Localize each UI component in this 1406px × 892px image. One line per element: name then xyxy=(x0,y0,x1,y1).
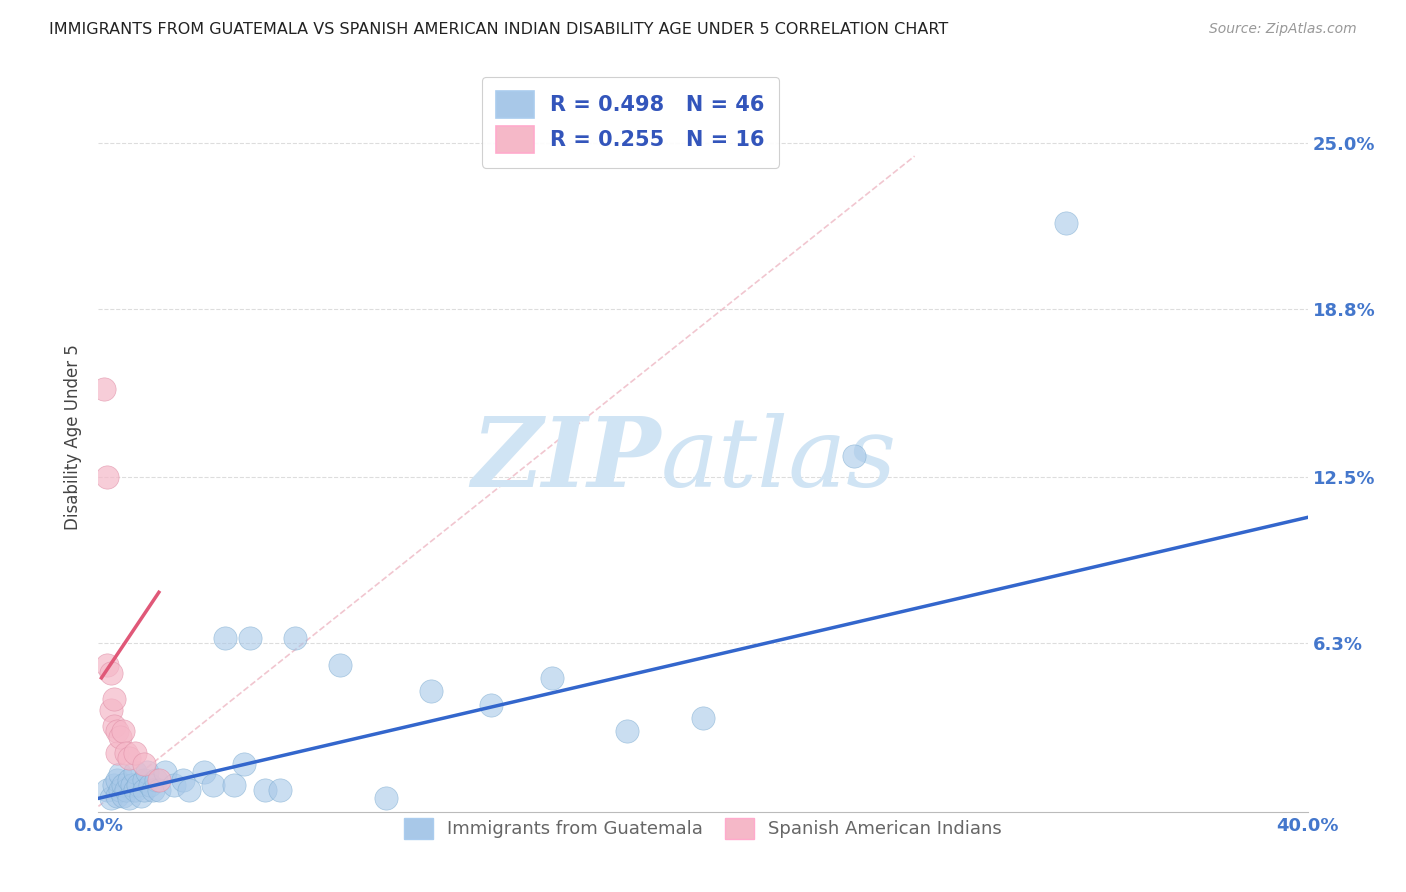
Legend: Immigrants from Guatemala, Spanish American Indians: Immigrants from Guatemala, Spanish Ameri… xyxy=(395,809,1011,847)
Point xyxy=(481,698,503,712)
Point xyxy=(1054,216,1077,230)
Point xyxy=(108,730,131,744)
Point xyxy=(121,778,143,792)
Point xyxy=(132,783,155,797)
Point xyxy=(692,711,714,725)
Point xyxy=(96,657,118,672)
Point xyxy=(329,657,352,672)
Point xyxy=(232,756,254,771)
Point xyxy=(105,789,128,803)
Point xyxy=(103,719,125,733)
Point xyxy=(132,756,155,771)
Point xyxy=(96,783,118,797)
Point xyxy=(163,778,186,792)
Point xyxy=(124,783,146,797)
Point xyxy=(108,767,131,781)
Point xyxy=(145,772,167,787)
Point xyxy=(100,791,122,805)
Text: atlas: atlas xyxy=(661,413,897,507)
Point xyxy=(153,764,176,779)
Point xyxy=(139,778,162,792)
Point xyxy=(105,772,128,787)
Point xyxy=(224,778,246,792)
Point xyxy=(172,772,194,787)
Point xyxy=(124,746,146,760)
Point xyxy=(179,783,201,797)
Point xyxy=(111,724,134,739)
Point xyxy=(118,791,141,805)
Point xyxy=(202,778,225,792)
Point xyxy=(111,778,134,792)
Point xyxy=(616,724,638,739)
Point xyxy=(148,783,170,797)
Point xyxy=(114,746,136,760)
Point xyxy=(93,382,115,396)
Point xyxy=(253,783,276,797)
Point xyxy=(239,631,262,645)
Point xyxy=(374,791,396,805)
Point xyxy=(96,470,118,484)
Point xyxy=(142,783,165,797)
Point xyxy=(103,778,125,792)
Y-axis label: Disability Age Under 5: Disability Age Under 5 xyxy=(65,344,83,530)
Point xyxy=(844,449,866,463)
Point xyxy=(148,772,170,787)
Point xyxy=(540,671,562,685)
Point xyxy=(100,703,122,717)
Point xyxy=(103,692,125,706)
Point xyxy=(105,746,128,760)
Point xyxy=(420,684,443,698)
Text: Source: ZipAtlas.com: Source: ZipAtlas.com xyxy=(1209,22,1357,37)
Point xyxy=(118,772,141,787)
Point xyxy=(108,783,131,797)
Point xyxy=(100,665,122,680)
Text: IMMIGRANTS FROM GUATEMALA VS SPANISH AMERICAN INDIAN DISABILITY AGE UNDER 5 CORR: IMMIGRANTS FROM GUATEMALA VS SPANISH AME… xyxy=(49,22,949,37)
Point xyxy=(269,783,291,797)
Point xyxy=(111,789,134,803)
Text: ZIP: ZIP xyxy=(471,413,661,507)
Point xyxy=(124,764,146,779)
Point xyxy=(284,631,307,645)
Point xyxy=(193,764,215,779)
Point xyxy=(214,631,236,645)
Point xyxy=(132,772,155,787)
Point xyxy=(118,751,141,765)
Point xyxy=(114,783,136,797)
Point xyxy=(129,789,152,803)
Point xyxy=(135,764,157,779)
Point xyxy=(127,778,149,792)
Point xyxy=(105,724,128,739)
